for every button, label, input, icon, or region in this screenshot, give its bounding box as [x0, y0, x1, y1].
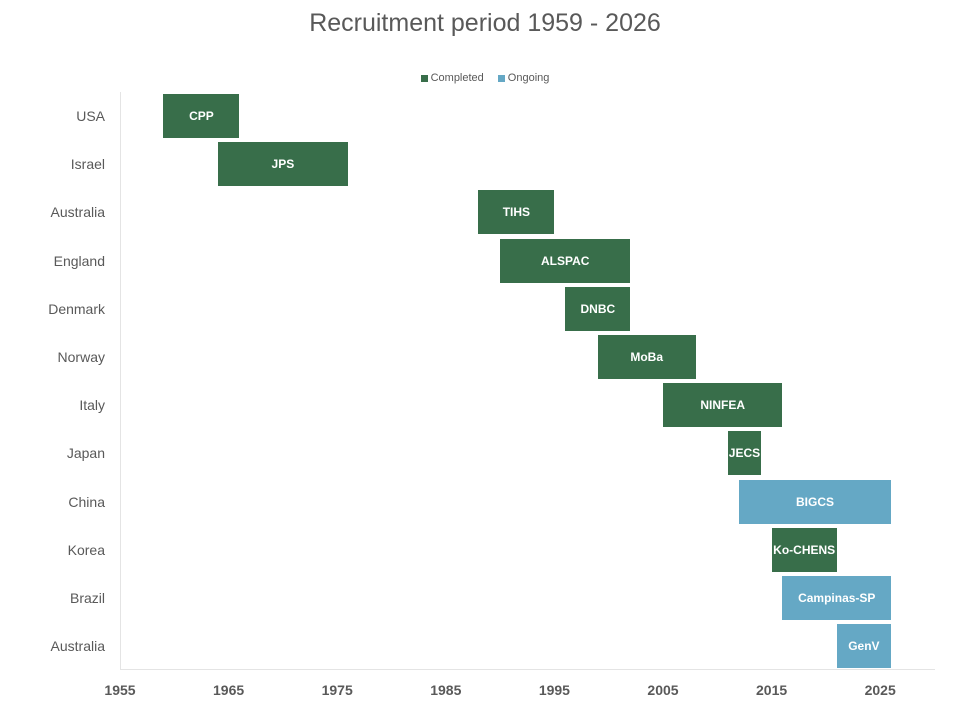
x-axis-line: [120, 669, 935, 670]
chart-title: Recruitment period 1959 - 2026: [309, 9, 661, 37]
x-axis-tick-label: 1975: [321, 682, 353, 698]
bar-moba[interactable]: MoBa: [597, 335, 696, 379]
bar-cpp[interactable]: CPP: [163, 94, 240, 138]
y-axis-label: Brazil: [69, 590, 105, 606]
bar-tihs[interactable]: TIHS: [478, 190, 555, 235]
legend: Completed Ongoing: [0, 72, 970, 84]
y-axis-label: China: [68, 493, 105, 510]
bar-genv[interactable]: GenV: [836, 624, 892, 669]
bar-dnbc[interactable]: DNBC: [565, 286, 631, 331]
x-axis-tick-label: 2015: [756, 682, 788, 698]
legend-item-ongoing: Ongoing: [497, 72, 550, 84]
legend-label-completed: Completed: [430, 72, 484, 84]
x-axis-tick-label: 1965: [213, 682, 245, 698]
y-axis-label: Denmark: [48, 300, 105, 317]
legend-swatch-completed: [420, 74, 428, 82]
bar-alspac[interactable]: ALSPAC: [500, 238, 631, 283]
bar-jecs[interactable]: JECS: [728, 431, 761, 476]
y-axis-label: England: [53, 252, 105, 269]
y-axis-label: Israel: [70, 156, 105, 173]
bar-campinas-sp[interactable]: Campinas-SP: [782, 576, 892, 620]
legend-label-ongoing: Ongoing: [507, 72, 550, 84]
y-axis-label: USA: [76, 108, 105, 124]
x-axis-tick-label: 1985: [430, 682, 462, 698]
bar-bigcs[interactable]: BIGCS: [739, 479, 892, 524]
y-axis-label: Norway: [57, 349, 105, 365]
x-axis-tick-label: 1995: [538, 682, 570, 698]
x-axis-tick-label: 2025: [864, 682, 896, 698]
bar-ninfea[interactable]: NINFEA: [663, 383, 783, 428]
bar-jps[interactable]: JPS: [217, 142, 349, 187]
y-axis-line: [120, 92, 121, 669]
legend-item-completed: Completed: [420, 72, 484, 84]
legend-swatch-ongoing: [497, 74, 505, 82]
bar-ko-chens[interactable]: Ko-CHENS: [771, 527, 837, 572]
x-axis-tick-label: 1955: [104, 682, 136, 698]
y-axis-label: Italy: [79, 397, 105, 414]
y-axis-label: Korea: [67, 541, 105, 558]
y-axis-label: Japan: [66, 445, 105, 462]
y-axis-label: Australia: [50, 638, 105, 655]
x-axis-tick-label: 2005: [647, 682, 679, 698]
y-axis-label: Australia: [50, 204, 105, 221]
